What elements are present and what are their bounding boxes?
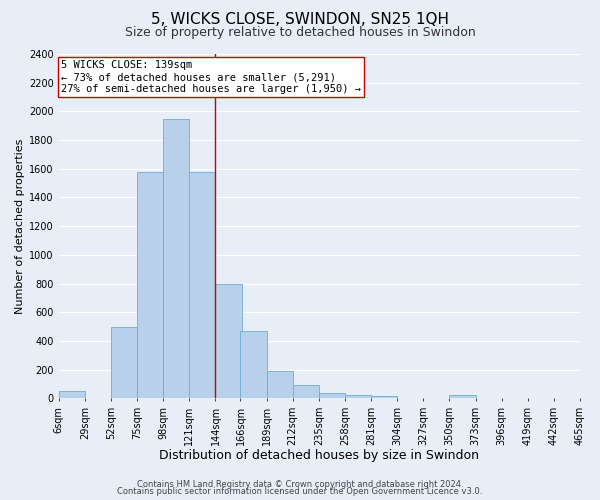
Text: Size of property relative to detached houses in Swindon: Size of property relative to detached ho… bbox=[125, 26, 475, 39]
Bar bbox=[293, 386, 319, 398]
Text: 5 WICKS CLOSE: 139sqm
← 73% of detached houses are smaller (5,291)
27% of semi-d: 5 WICKS CLOSE: 139sqm ← 73% of detached … bbox=[61, 60, 361, 94]
Text: Contains HM Land Registry data © Crown copyright and database right 2024.: Contains HM Land Registry data © Crown c… bbox=[137, 480, 463, 489]
Bar bbox=[449, 396, 476, 398]
Text: Contains public sector information licensed under the Open Government Licence v3: Contains public sector information licen… bbox=[118, 487, 482, 496]
Bar bbox=[371, 396, 397, 398]
X-axis label: Distribution of detached houses by size in Swindon: Distribution of detached houses by size … bbox=[160, 450, 479, 462]
Bar bbox=[59, 391, 85, 398]
Bar bbox=[319, 394, 345, 398]
Bar bbox=[111, 326, 137, 398]
Y-axis label: Number of detached properties: Number of detached properties bbox=[15, 138, 25, 314]
Bar bbox=[266, 371, 293, 398]
Bar bbox=[241, 331, 266, 398]
Bar bbox=[345, 394, 371, 398]
Text: 5, WICKS CLOSE, SWINDON, SN25 1QH: 5, WICKS CLOSE, SWINDON, SN25 1QH bbox=[151, 12, 449, 28]
Bar bbox=[215, 284, 242, 399]
Bar bbox=[190, 172, 215, 398]
Bar bbox=[137, 172, 163, 398]
Bar bbox=[163, 118, 190, 398]
